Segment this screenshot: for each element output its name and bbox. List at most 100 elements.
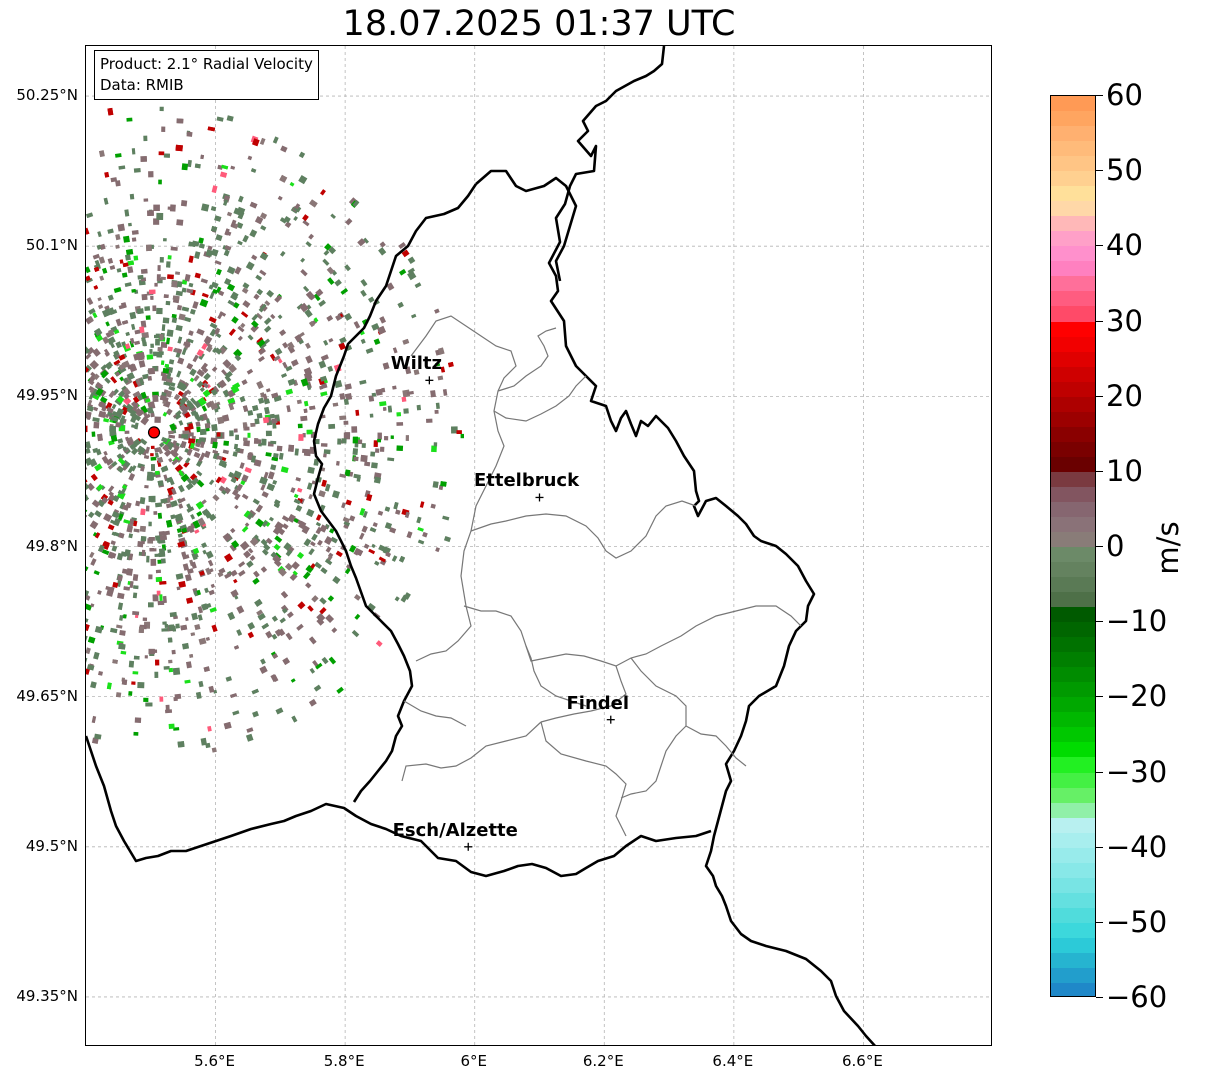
velocity-pixel xyxy=(236,605,245,614)
velocity-pixel xyxy=(117,575,123,582)
velocity-pixel xyxy=(257,339,266,348)
velocity-pixel xyxy=(131,681,136,685)
velocity-pixel xyxy=(93,421,100,429)
velocity-pixel xyxy=(253,293,260,300)
velocity-pixel xyxy=(117,466,125,473)
velocity-pixel xyxy=(271,392,279,399)
velocity-pixel xyxy=(280,466,289,474)
velocity-pixel xyxy=(300,269,308,277)
velocity-pixel xyxy=(368,395,375,402)
velocity-pixel xyxy=(171,649,176,655)
velocity-pixel xyxy=(282,361,288,369)
velocity-pixel xyxy=(221,489,227,495)
velocity-pixel xyxy=(355,409,360,416)
velocity-pixel xyxy=(122,614,127,619)
velocity-pixel xyxy=(162,238,167,242)
map-panel[interactable] xyxy=(85,45,992,1046)
city-marker[interactable] xyxy=(464,842,473,851)
velocity-pixel xyxy=(86,353,92,360)
velocity-pixel xyxy=(105,401,113,410)
colorbar-tick xyxy=(1096,846,1103,848)
velocity-pixel xyxy=(377,510,384,516)
velocity-pixel xyxy=(320,375,328,382)
velocity-pixel xyxy=(252,577,260,585)
velocity-pixel xyxy=(302,219,310,227)
velocity-pixel xyxy=(167,549,172,554)
velocity-pixel xyxy=(105,364,112,370)
velocity-pixel xyxy=(392,385,397,390)
velocity-pixel xyxy=(247,155,253,161)
velocity-pixel xyxy=(263,543,271,551)
velocity-pixel xyxy=(311,595,319,603)
velocity-pixel xyxy=(426,418,433,423)
velocity-pixel xyxy=(115,422,122,428)
canton-border xyxy=(403,700,467,727)
velocity-pixel xyxy=(195,442,201,448)
velocity-pixel xyxy=(389,527,397,534)
velocity-pixel xyxy=(366,493,373,502)
velocity-pixel xyxy=(382,362,390,370)
velocity-pixel xyxy=(158,351,164,356)
velocity-pixel xyxy=(320,391,328,397)
colorbar-segment xyxy=(1051,351,1095,368)
velocity-pixel xyxy=(180,200,188,207)
velocity-pixel xyxy=(162,621,167,625)
velocity-pixel xyxy=(404,366,412,375)
velocity-pixel xyxy=(231,316,239,324)
velocity-pixel xyxy=(309,199,318,208)
colorbar-tick xyxy=(1096,621,1103,623)
velocity-pixel xyxy=(270,313,276,320)
velocity-pixel xyxy=(286,405,291,413)
velocity-pixel xyxy=(305,241,312,248)
velocity-pixel xyxy=(230,219,237,228)
velocity-pixel xyxy=(97,304,104,310)
velocity-pixel xyxy=(95,387,104,397)
city-marker[interactable] xyxy=(606,715,615,724)
velocity-pixel xyxy=(129,340,135,348)
velocity-pixel xyxy=(177,541,186,548)
velocity-pixel xyxy=(137,445,144,453)
velocity-pixel xyxy=(177,484,185,493)
velocity-pixel xyxy=(139,497,146,505)
velocity-pixel xyxy=(281,608,288,614)
velocity-pixel xyxy=(395,509,401,515)
colorbar-segment xyxy=(1051,276,1095,293)
velocity-pixel xyxy=(153,204,160,211)
velocity-pixel xyxy=(245,261,255,271)
colorbar-tick xyxy=(1096,921,1103,923)
velocity-pixel xyxy=(150,453,154,457)
velocity-pixel xyxy=(113,329,120,335)
velocity-pixel xyxy=(224,572,232,579)
colorbar-segment xyxy=(1051,261,1095,277)
velocity-pixel xyxy=(274,294,283,303)
velocity-pixel xyxy=(402,389,411,398)
city-marker[interactable] xyxy=(425,376,434,385)
velocity-pixel xyxy=(131,288,137,293)
markers xyxy=(147,376,615,851)
velocity-pixel xyxy=(128,533,133,539)
velocity-pixel xyxy=(133,167,141,173)
velocity-pixel xyxy=(344,469,351,477)
velocity-pixel xyxy=(161,126,166,132)
velocity-pixel xyxy=(238,561,246,568)
city-marker[interactable] xyxy=(535,493,544,502)
velocity-pixel xyxy=(86,297,94,306)
velocity-pixel xyxy=(177,357,185,365)
velocity-pixel xyxy=(131,229,139,235)
velocity-pixel xyxy=(247,334,254,341)
velocity-pixel xyxy=(123,235,130,243)
velocity-pixel xyxy=(159,696,164,702)
velocity-pixel xyxy=(163,389,168,394)
velocity-pixel xyxy=(298,175,308,185)
velocity-pixel xyxy=(134,340,141,346)
velocity-pixel xyxy=(107,257,114,264)
velocity-pixel xyxy=(341,438,347,444)
velocity-pixel xyxy=(189,654,194,658)
velocity-pixel xyxy=(175,271,181,276)
velocity-pixel xyxy=(271,633,278,640)
velocity-pixel xyxy=(261,548,269,556)
velocity-pixel xyxy=(102,540,110,548)
velocity-pixel xyxy=(373,476,382,484)
velocity-pixel xyxy=(148,495,156,502)
radar-site-marker[interactable] xyxy=(147,426,161,439)
